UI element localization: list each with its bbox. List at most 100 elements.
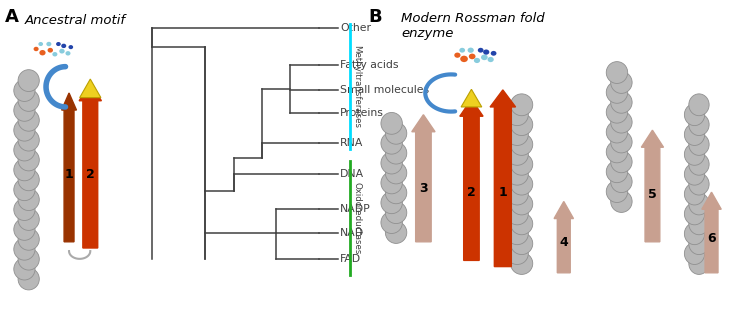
Ellipse shape [606,161,628,183]
Text: B: B [368,8,382,26]
Ellipse shape [611,191,632,212]
Ellipse shape [510,253,533,274]
Ellipse shape [385,162,407,184]
Circle shape [481,55,488,60]
Ellipse shape [685,203,704,225]
Ellipse shape [14,238,35,260]
Text: Methyltransferases: Methyltransferases [352,45,361,128]
Ellipse shape [685,223,704,245]
Ellipse shape [381,152,402,174]
Text: NAD: NAD [340,228,364,237]
Text: 2: 2 [86,168,95,180]
Ellipse shape [18,149,39,171]
Text: 6: 6 [707,232,716,246]
FancyArrow shape [61,93,77,242]
Ellipse shape [14,199,35,220]
Ellipse shape [18,248,39,270]
Ellipse shape [381,113,402,134]
Text: 1: 1 [499,186,507,199]
Ellipse shape [385,202,407,224]
Text: Ancestral motif: Ancestral motif [25,14,126,27]
Circle shape [69,45,73,49]
Ellipse shape [685,144,704,165]
Circle shape [59,49,65,54]
Ellipse shape [18,70,39,91]
Ellipse shape [18,169,39,191]
Ellipse shape [506,104,529,126]
FancyArrow shape [642,130,664,242]
Ellipse shape [606,141,628,163]
Circle shape [39,42,43,46]
Text: Other: Other [340,23,371,33]
Ellipse shape [18,209,39,230]
Ellipse shape [381,212,402,233]
Circle shape [34,47,39,51]
Ellipse shape [385,222,407,243]
Ellipse shape [510,114,533,135]
Ellipse shape [685,104,704,126]
Ellipse shape [506,203,529,225]
Circle shape [488,57,493,62]
FancyArrow shape [412,115,435,242]
Ellipse shape [14,179,35,201]
FancyArrow shape [490,90,515,267]
Text: 5: 5 [648,188,657,202]
Ellipse shape [611,111,632,133]
Ellipse shape [14,139,35,161]
Text: A: A [5,8,19,26]
Polygon shape [80,79,101,98]
Ellipse shape [606,181,628,202]
Ellipse shape [606,82,628,103]
Ellipse shape [506,163,529,185]
Text: 2: 2 [467,186,476,199]
FancyArrow shape [79,84,101,248]
Ellipse shape [381,132,402,154]
Circle shape [53,52,58,56]
Ellipse shape [506,243,529,264]
Ellipse shape [510,173,533,195]
Ellipse shape [506,183,529,205]
Ellipse shape [18,228,39,250]
Ellipse shape [689,193,709,215]
Ellipse shape [510,193,533,215]
Text: Small molecules: Small molecules [340,85,429,95]
Circle shape [468,48,474,53]
Ellipse shape [606,101,628,123]
Text: RNA: RNA [340,138,364,148]
Ellipse shape [18,189,39,210]
Polygon shape [461,89,482,107]
Ellipse shape [689,134,709,155]
Circle shape [474,58,480,63]
Ellipse shape [14,219,35,240]
Ellipse shape [510,153,533,175]
Ellipse shape [14,80,35,101]
Ellipse shape [685,243,704,264]
Ellipse shape [510,134,533,155]
Ellipse shape [606,62,628,83]
Ellipse shape [685,183,704,205]
Ellipse shape [689,153,709,175]
Circle shape [469,54,475,59]
Ellipse shape [611,72,632,93]
Ellipse shape [510,213,533,235]
Ellipse shape [385,182,407,204]
FancyArrow shape [702,192,721,273]
Circle shape [66,51,71,55]
Ellipse shape [385,142,407,164]
Ellipse shape [689,94,709,116]
Text: Proteins: Proteins [340,108,384,118]
Circle shape [39,50,45,55]
Ellipse shape [510,94,533,116]
Ellipse shape [611,91,632,113]
Text: Fatty acids: Fatty acids [340,60,399,70]
Circle shape [454,53,461,58]
Ellipse shape [689,173,709,195]
Ellipse shape [611,131,632,153]
Ellipse shape [385,122,407,144]
Circle shape [46,42,51,46]
Circle shape [478,48,483,53]
Text: 4: 4 [559,236,568,249]
Text: 1: 1 [65,168,74,181]
Ellipse shape [14,159,35,181]
Ellipse shape [14,100,35,121]
